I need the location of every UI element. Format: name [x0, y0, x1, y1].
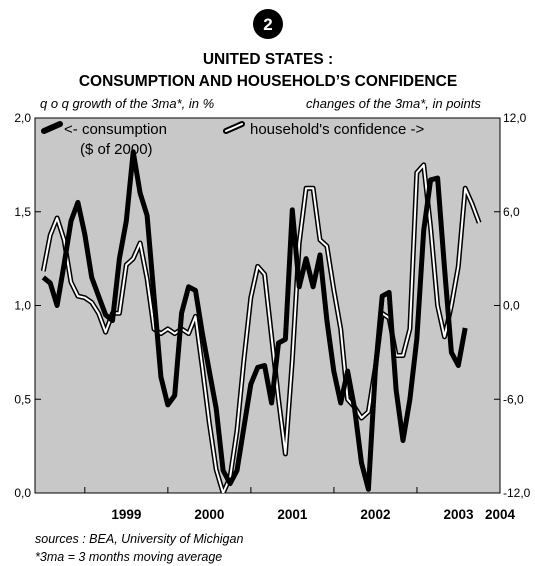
- legend-consumption-swatch: [41, 121, 63, 134]
- series-confidence-line: [42, 163, 481, 493]
- x-year-label: 2003: [443, 507, 474, 522]
- chart-title-line2: CONSUMPTION AND HOUSEHOLD’S CONFIDENCE: [79, 73, 457, 90]
- left-axis-label: q o q growth of the 3ma*, in %: [40, 96, 214, 111]
- legend: <- consumption ($ of 2000) household's c…: [41, 121, 424, 158]
- tick-layer: 2,0 1,5 1,0 0,5 0,0 12,0 6,0 0,0 -6,0 -12,0 1999 20…: [14, 111, 530, 522]
- right-tick-label: -12,0: [503, 486, 531, 500]
- series-layer: [40, 149, 482, 493]
- x-year-label: 2000: [194, 507, 224, 522]
- sources-note: sources : BEA, University of Michigan: [35, 532, 243, 546]
- left-tick-label: 0,0: [14, 486, 31, 500]
- right-tick-label: 0,0: [503, 299, 520, 313]
- left-tick-label: 1,5: [14, 205, 31, 219]
- legend-confidence-swatch-inner: [225, 123, 243, 132]
- left-tick-label: 0,5: [14, 392, 31, 406]
- right-tick-label: 12,0: [503, 111, 527, 125]
- footnote: *3ma = 3 months moving average: [35, 550, 222, 564]
- chart-number-badge: [253, 9, 283, 39]
- right-tick-label: 6,0: [503, 205, 520, 219]
- left-tick-label: 2,0: [14, 111, 31, 125]
- x-year-label: 2002: [360, 507, 390, 522]
- series-consumption-line: [41, 149, 468, 492]
- right-tick-label: -6,0: [503, 392, 524, 406]
- legend-consumption-label: <- consumption: [64, 121, 167, 138]
- x-year-label: 2001: [277, 507, 308, 522]
- right-axis-label: changes of the 3ma*, in points: [306, 96, 481, 111]
- chart-title-line1: UNITED STATES :: [203, 51, 333, 68]
- chart-number: 2: [263, 15, 272, 34]
- x-year-label: 2004: [485, 507, 516, 522]
- left-tick-label: 1,0: [14, 299, 31, 313]
- x-year-label: 1999: [111, 507, 141, 522]
- legend-consumption-sublabel: ($ of 2000): [80, 141, 153, 158]
- legend-confidence-label: household's confidence ->: [250, 121, 424, 138]
